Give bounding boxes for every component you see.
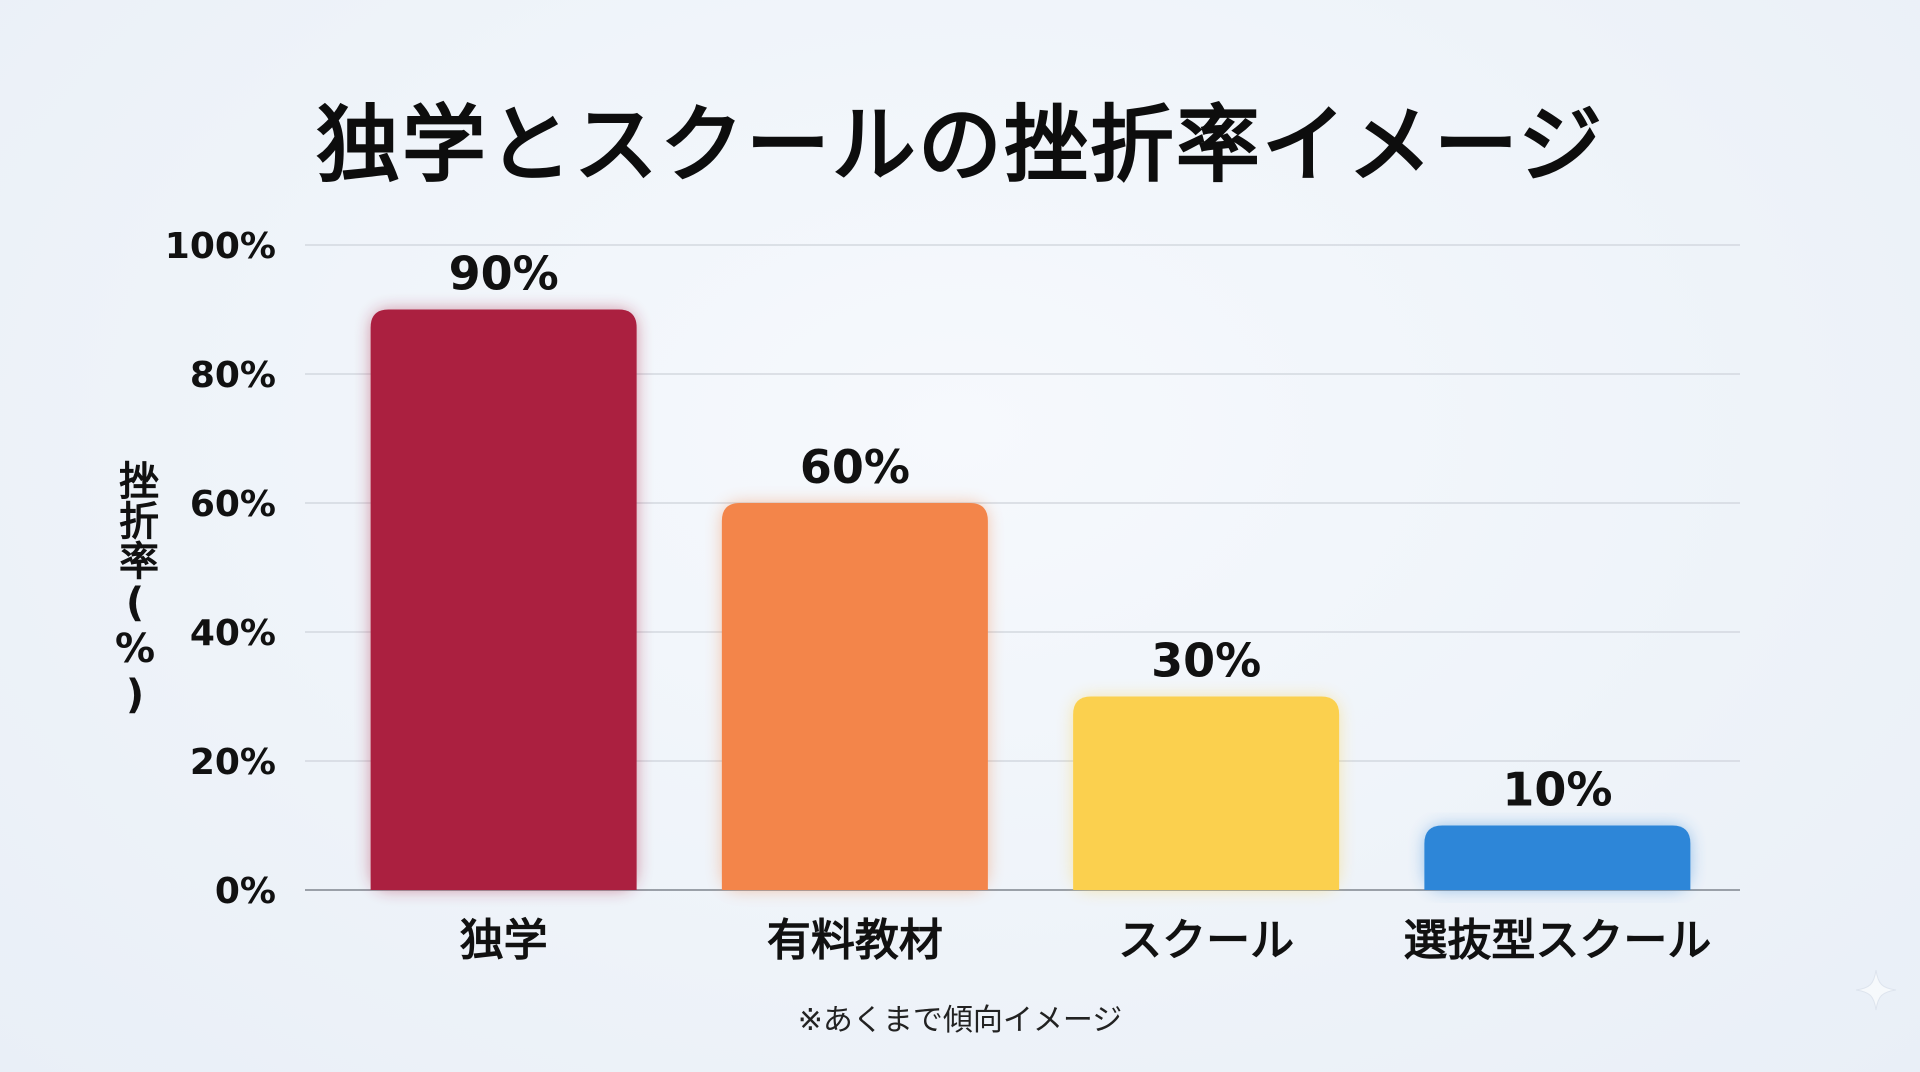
sparkle-icon xyxy=(1855,969,1897,1011)
data-label: 60% xyxy=(800,440,910,494)
data-label: 30% xyxy=(1151,634,1261,688)
bars xyxy=(370,309,1691,890)
category-label: 選抜型スクール xyxy=(1403,915,1711,966)
y-tick-label: 80% xyxy=(190,355,276,396)
category-labels: 独学 有料教材 スクール 選抜型スクール xyxy=(460,915,1712,966)
category-label: 有料教材 xyxy=(767,915,943,966)
data-label: 90% xyxy=(449,247,559,301)
bar-3 xyxy=(1073,696,1340,890)
data-labels: 90% 60% 30% 10% xyxy=(449,247,1613,817)
y-tick-labels: 0% 20% 40% 60% 80% 100% xyxy=(165,226,276,912)
bar-1 xyxy=(370,309,637,890)
data-label: 10% xyxy=(1502,763,1612,817)
y-tick-label: 20% xyxy=(190,742,276,783)
category-label: 独学 xyxy=(460,915,548,966)
y-tick-label: 100% xyxy=(165,226,276,267)
bar-2 xyxy=(721,503,988,890)
y-tick-label: 40% xyxy=(190,613,276,654)
footnote: ※あくまで傾向イメージ xyxy=(797,1003,1123,1038)
chart-title: 独学とスクールの挫折率イメージ xyxy=(315,96,1605,194)
y-tick-label: 0% xyxy=(215,871,276,912)
y-tick-label: 60% xyxy=(190,484,276,525)
bar-4 xyxy=(1424,825,1691,890)
y-axis-label: 挫折率(%) xyxy=(112,460,158,718)
category-label: スクール xyxy=(1118,915,1294,966)
